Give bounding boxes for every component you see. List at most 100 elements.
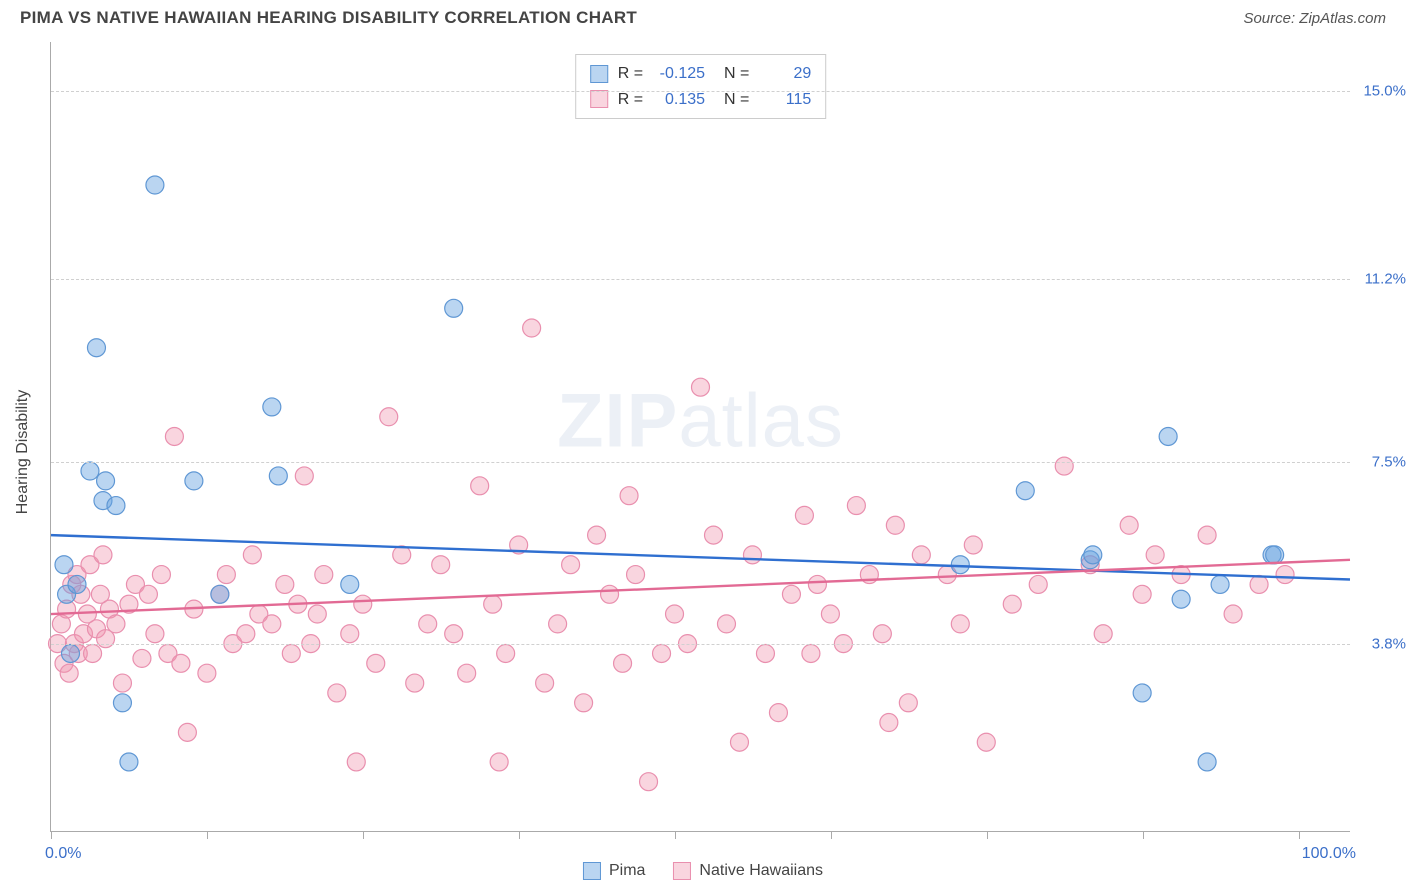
data-point-native_hawaiians — [1276, 566, 1294, 584]
data-point-native_hawaiians — [347, 753, 365, 771]
x-tick — [831, 831, 832, 839]
data-point-pima — [120, 753, 138, 771]
data-point-pima — [68, 575, 86, 593]
data-point-native_hawaiians — [471, 477, 489, 495]
data-point-native_hawaiians — [393, 546, 411, 564]
data-point-native_hawaiians — [1003, 595, 1021, 613]
source-label: Source: ZipAtlas.com — [1243, 10, 1386, 27]
data-point-native_hawaiians — [873, 625, 891, 643]
data-point-native_hawaiians — [1224, 605, 1242, 623]
data-point-native_hawaiians — [880, 714, 898, 732]
data-point-native_hawaiians — [198, 664, 216, 682]
data-point-native_hawaiians — [704, 526, 722, 544]
data-point-native_hawaiians — [432, 556, 450, 574]
data-point-native_hawaiians — [484, 595, 502, 613]
data-point-native_hawaiians — [756, 644, 774, 662]
y-tick-label: 11.2% — [1365, 271, 1406, 288]
data-point-pima — [269, 467, 287, 485]
data-point-pima — [1211, 575, 1229, 593]
data-point-native_hawaiians — [458, 664, 476, 682]
data-point-native_hawaiians — [1198, 526, 1216, 544]
data-point-native_hawaiians — [640, 773, 658, 791]
data-point-native_hawaiians — [308, 605, 326, 623]
data-point-native_hawaiians — [549, 615, 567, 633]
swatch-pima — [590, 65, 608, 83]
data-point-native_hawaiians — [295, 467, 313, 485]
data-point-native_hawaiians — [367, 654, 385, 672]
data-point-native_hawaiians — [769, 704, 787, 722]
y-tick-label: 3.8% — [1372, 636, 1406, 653]
n-value-pima: 29 — [759, 61, 811, 87]
data-point-pima — [263, 398, 281, 416]
data-point-native_hawaiians — [614, 654, 632, 672]
legend-item-hawaiian: Native Hawaiians — [673, 862, 823, 880]
gridline — [51, 91, 1350, 92]
r-label: R = — [618, 61, 643, 87]
data-point-native_hawaiians — [620, 487, 638, 505]
x-tick — [987, 831, 988, 839]
data-point-native_hawaiians — [523, 319, 541, 337]
data-point-native_hawaiians — [562, 556, 580, 574]
data-point-native_hawaiians — [490, 753, 508, 771]
data-point-pima — [146, 176, 164, 194]
x-axis-max-label: 100.0% — [1302, 845, 1356, 863]
data-point-native_hawaiians — [964, 536, 982, 554]
trend-line-native_hawaiians — [51, 560, 1350, 614]
data-point-native_hawaiians — [107, 615, 125, 633]
gridline — [51, 644, 1350, 645]
data-point-native_hawaiians — [380, 408, 398, 426]
data-point-native_hawaiians — [977, 733, 995, 751]
data-point-native_hawaiians — [1029, 575, 1047, 593]
x-tick — [207, 831, 208, 839]
data-point-native_hawaiians — [419, 615, 437, 633]
data-point-native_hawaiians — [743, 546, 761, 564]
data-point-native_hawaiians — [899, 694, 917, 712]
data-point-pima — [1084, 546, 1102, 564]
data-point-native_hawaiians — [730, 733, 748, 751]
r-value-pima: -0.125 — [653, 61, 705, 87]
swatch-hawaiian — [590, 90, 608, 108]
data-point-native_hawaiians — [497, 644, 515, 662]
data-point-pima — [113, 694, 131, 712]
data-point-pima — [185, 472, 203, 490]
data-point-native_hawaiians — [146, 625, 164, 643]
data-point-pima — [1172, 590, 1190, 608]
data-point-native_hawaiians — [627, 566, 645, 584]
x-tick — [675, 831, 676, 839]
data-point-pima — [1016, 482, 1034, 500]
data-point-native_hawaiians — [445, 625, 463, 643]
data-point-native_hawaiians — [263, 615, 281, 633]
data-point-pima — [55, 556, 73, 574]
data-point-native_hawaiians — [406, 674, 424, 692]
data-point-pima — [1266, 546, 1284, 564]
data-point-native_hawaiians — [113, 674, 131, 692]
data-point-native_hawaiians — [808, 575, 826, 593]
data-point-native_hawaiians — [84, 644, 102, 662]
data-point-native_hawaiians — [94, 546, 112, 564]
data-point-pima — [61, 644, 79, 662]
data-point-native_hawaiians — [1133, 585, 1151, 603]
y-tick-label: 15.0% — [1363, 83, 1406, 100]
data-point-native_hawaiians — [717, 615, 735, 633]
data-point-native_hawaiians — [165, 428, 183, 446]
data-point-native_hawaiians — [276, 575, 294, 593]
data-point-native_hawaiians — [886, 516, 904, 534]
data-point-native_hawaiians — [139, 585, 157, 603]
data-point-pima — [445, 299, 463, 317]
y-axis-title: Hearing Disability — [14, 390, 32, 515]
data-point-pima — [87, 339, 105, 357]
legend-stats-box: R = -0.125 N = 29 R = 0.135 N = 115 — [575, 54, 827, 119]
data-point-native_hawaiians — [315, 566, 333, 584]
data-point-pima — [1159, 428, 1177, 446]
data-point-native_hawaiians — [341, 625, 359, 643]
data-point-native_hawaiians — [237, 625, 255, 643]
swatch-hawaiian-icon — [673, 862, 691, 880]
legend-label-pima: Pima — [609, 862, 645, 880]
x-axis-min-label: 0.0% — [45, 845, 81, 863]
data-point-native_hawaiians — [951, 615, 969, 633]
legend-stats-row-pima: R = -0.125 N = 29 — [590, 61, 812, 87]
data-point-native_hawaiians — [795, 506, 813, 524]
data-point-native_hawaiians — [575, 694, 593, 712]
data-point-native_hawaiians — [847, 497, 865, 515]
data-point-pima — [1133, 684, 1151, 702]
